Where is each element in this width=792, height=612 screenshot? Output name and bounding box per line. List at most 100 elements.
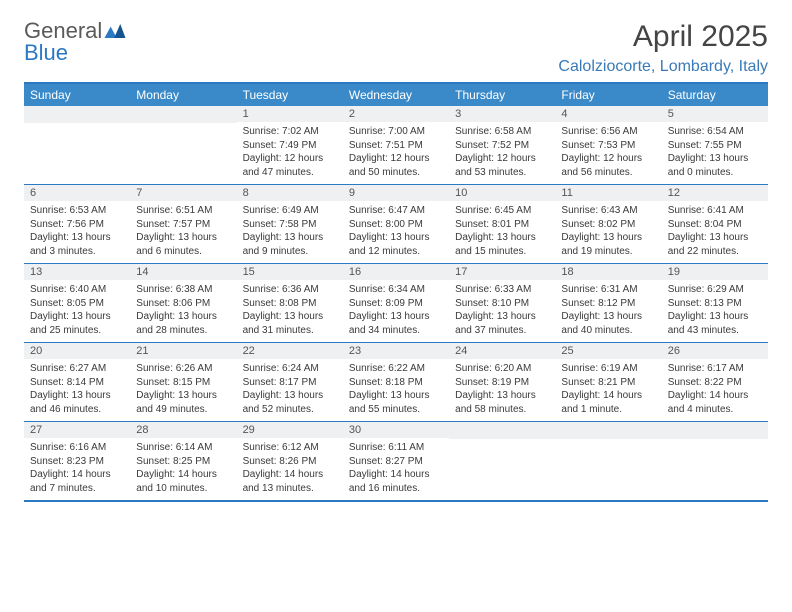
sunset-line: Sunset: 8:21 PM <box>561 376 655 390</box>
day-number: 15 <box>237 264 343 280</box>
month-title: April 2025 <box>558 20 768 54</box>
day-number <box>555 422 661 439</box>
day-number: 8 <box>237 185 343 201</box>
daylight-line: Daylight: 14 hours and 10 minutes. <box>136 468 230 495</box>
week-row: 27Sunrise: 6:16 AMSunset: 8:23 PMDayligh… <box>24 421 768 500</box>
day-body: Sunrise: 7:00 AMSunset: 7:51 PMDaylight:… <box>343 122 449 183</box>
daylight-line: Daylight: 13 hours and 55 minutes. <box>349 389 443 416</box>
sunrise-line: Sunrise: 6:22 AM <box>349 362 443 376</box>
sunrise-line: Sunrise: 6:56 AM <box>561 125 655 139</box>
day-number: 3 <box>449 106 555 122</box>
daylight-line: Daylight: 13 hours and 34 minutes. <box>349 310 443 337</box>
day-number: 22 <box>237 343 343 359</box>
sunset-line: Sunset: 7:52 PM <box>455 139 549 153</box>
sunrise-line: Sunrise: 6:24 AM <box>243 362 337 376</box>
day-body: Sunrise: 6:26 AMSunset: 8:15 PMDaylight:… <box>130 359 236 420</box>
sunrise-line: Sunrise: 6:36 AM <box>243 283 337 297</box>
day-number <box>130 106 236 123</box>
sunset-line: Sunset: 8:18 PM <box>349 376 443 390</box>
dow-cell: Tuesday <box>237 84 343 106</box>
day-number: 19 <box>662 264 768 280</box>
daylight-line: Daylight: 13 hours and 3 minutes. <box>30 231 124 258</box>
sunset-line: Sunset: 8:17 PM <box>243 376 337 390</box>
day-body: Sunrise: 6:36 AMSunset: 8:08 PMDaylight:… <box>237 280 343 341</box>
day-number: 20 <box>24 343 130 359</box>
day-body: Sunrise: 6:58 AMSunset: 7:52 PMDaylight:… <box>449 122 555 183</box>
daylight-line: Daylight: 13 hours and 28 minutes. <box>136 310 230 337</box>
day-cell: 11Sunrise: 6:43 AMSunset: 8:02 PMDayligh… <box>555 185 661 263</box>
sunset-line: Sunset: 7:57 PM <box>136 218 230 232</box>
daylight-line: Daylight: 14 hours and 4 minutes. <box>668 389 762 416</box>
day-number: 4 <box>555 106 661 122</box>
day-cell: 18Sunrise: 6:31 AMSunset: 8:12 PMDayligh… <box>555 264 661 342</box>
sunset-line: Sunset: 7:51 PM <box>349 139 443 153</box>
day-cell: 29Sunrise: 6:12 AMSunset: 8:26 PMDayligh… <box>237 422 343 500</box>
sunset-line: Sunset: 8:01 PM <box>455 218 549 232</box>
sunrise-line: Sunrise: 7:02 AM <box>243 125 337 139</box>
day-cell: 13Sunrise: 6:40 AMSunset: 8:05 PMDayligh… <box>24 264 130 342</box>
sunset-line: Sunset: 8:04 PM <box>668 218 762 232</box>
day-body: Sunrise: 6:56 AMSunset: 7:53 PMDaylight:… <box>555 122 661 183</box>
day-cell: 28Sunrise: 6:14 AMSunset: 8:25 PMDayligh… <box>130 422 236 500</box>
sunrise-line: Sunrise: 6:16 AM <box>30 441 124 455</box>
day-number: 2 <box>343 106 449 122</box>
daylight-line: Daylight: 14 hours and 16 minutes. <box>349 468 443 495</box>
sunset-line: Sunset: 8:09 PM <box>349 297 443 311</box>
day-body: Sunrise: 6:34 AMSunset: 8:09 PMDaylight:… <box>343 280 449 341</box>
sunrise-line: Sunrise: 6:54 AM <box>668 125 762 139</box>
day-cell: 17Sunrise: 6:33 AMSunset: 8:10 PMDayligh… <box>449 264 555 342</box>
sunset-line: Sunset: 8:22 PM <box>668 376 762 390</box>
day-cell: 27Sunrise: 6:16 AMSunset: 8:23 PMDayligh… <box>24 422 130 500</box>
day-cell <box>449 422 555 500</box>
day-body: Sunrise: 6:33 AMSunset: 8:10 PMDaylight:… <box>449 280 555 341</box>
day-number: 21 <box>130 343 236 359</box>
day-body: Sunrise: 6:20 AMSunset: 8:19 PMDaylight:… <box>449 359 555 420</box>
dow-cell: Wednesday <box>343 84 449 106</box>
daylight-line: Daylight: 13 hours and 15 minutes. <box>455 231 549 258</box>
day-body: Sunrise: 6:24 AMSunset: 8:17 PMDaylight:… <box>237 359 343 420</box>
daylight-line: Daylight: 14 hours and 1 minute. <box>561 389 655 416</box>
day-body: Sunrise: 6:49 AMSunset: 7:58 PMDaylight:… <box>237 201 343 262</box>
sunrise-line: Sunrise: 6:51 AM <box>136 204 230 218</box>
day-cell: 5Sunrise: 6:54 AMSunset: 7:55 PMDaylight… <box>662 106 768 184</box>
sunset-line: Sunset: 8:00 PM <box>349 218 443 232</box>
sunrise-line: Sunrise: 6:31 AM <box>561 283 655 297</box>
day-number: 27 <box>24 422 130 438</box>
daylight-line: Daylight: 13 hours and 43 minutes. <box>668 310 762 337</box>
day-number: 12 <box>662 185 768 201</box>
day-cell: 6Sunrise: 6:53 AMSunset: 7:56 PMDaylight… <box>24 185 130 263</box>
daylight-line: Daylight: 13 hours and 52 minutes. <box>243 389 337 416</box>
sunset-line: Sunset: 8:25 PM <box>136 455 230 469</box>
sunrise-line: Sunrise: 6:17 AM <box>668 362 762 376</box>
daylight-line: Daylight: 14 hours and 7 minutes. <box>30 468 124 495</box>
week-row: 20Sunrise: 6:27 AMSunset: 8:14 PMDayligh… <box>24 342 768 421</box>
day-number: 17 <box>449 264 555 280</box>
dow-cell: Friday <box>555 84 661 106</box>
day-cell: 8Sunrise: 6:49 AMSunset: 7:58 PMDaylight… <box>237 185 343 263</box>
day-cell: 22Sunrise: 6:24 AMSunset: 8:17 PMDayligh… <box>237 343 343 421</box>
day-body: Sunrise: 6:16 AMSunset: 8:23 PMDaylight:… <box>24 438 130 499</box>
day-body: Sunrise: 6:41 AMSunset: 8:04 PMDaylight:… <box>662 201 768 262</box>
daylight-line: Daylight: 12 hours and 47 minutes. <box>243 152 337 179</box>
sunrise-line: Sunrise: 7:00 AM <box>349 125 443 139</box>
day-cell: 12Sunrise: 6:41 AMSunset: 8:04 PMDayligh… <box>662 185 768 263</box>
sunrise-line: Sunrise: 6:40 AM <box>30 283 124 297</box>
daylight-line: Daylight: 13 hours and 6 minutes. <box>136 231 230 258</box>
day-number: 6 <box>24 185 130 201</box>
day-number: 1 <box>237 106 343 122</box>
day-cell: 10Sunrise: 6:45 AMSunset: 8:01 PMDayligh… <box>449 185 555 263</box>
dow-cell: Saturday <box>662 84 768 106</box>
day-cell: 24Sunrise: 6:20 AMSunset: 8:19 PMDayligh… <box>449 343 555 421</box>
day-body: Sunrise: 6:51 AMSunset: 7:57 PMDaylight:… <box>130 201 236 262</box>
dow-cell: Thursday <box>449 84 555 106</box>
day-body: Sunrise: 6:11 AMSunset: 8:27 PMDaylight:… <box>343 438 449 499</box>
day-body: Sunrise: 6:27 AMSunset: 8:14 PMDaylight:… <box>24 359 130 420</box>
sunset-line: Sunset: 7:49 PM <box>243 139 337 153</box>
day-cell: 14Sunrise: 6:38 AMSunset: 8:06 PMDayligh… <box>130 264 236 342</box>
day-body: Sunrise: 6:14 AMSunset: 8:25 PMDaylight:… <box>130 438 236 499</box>
day-number: 24 <box>449 343 555 359</box>
day-cell <box>662 422 768 500</box>
day-body: Sunrise: 6:54 AMSunset: 7:55 PMDaylight:… <box>662 122 768 183</box>
day-number: 5 <box>662 106 768 122</box>
day-number: 29 <box>237 422 343 438</box>
